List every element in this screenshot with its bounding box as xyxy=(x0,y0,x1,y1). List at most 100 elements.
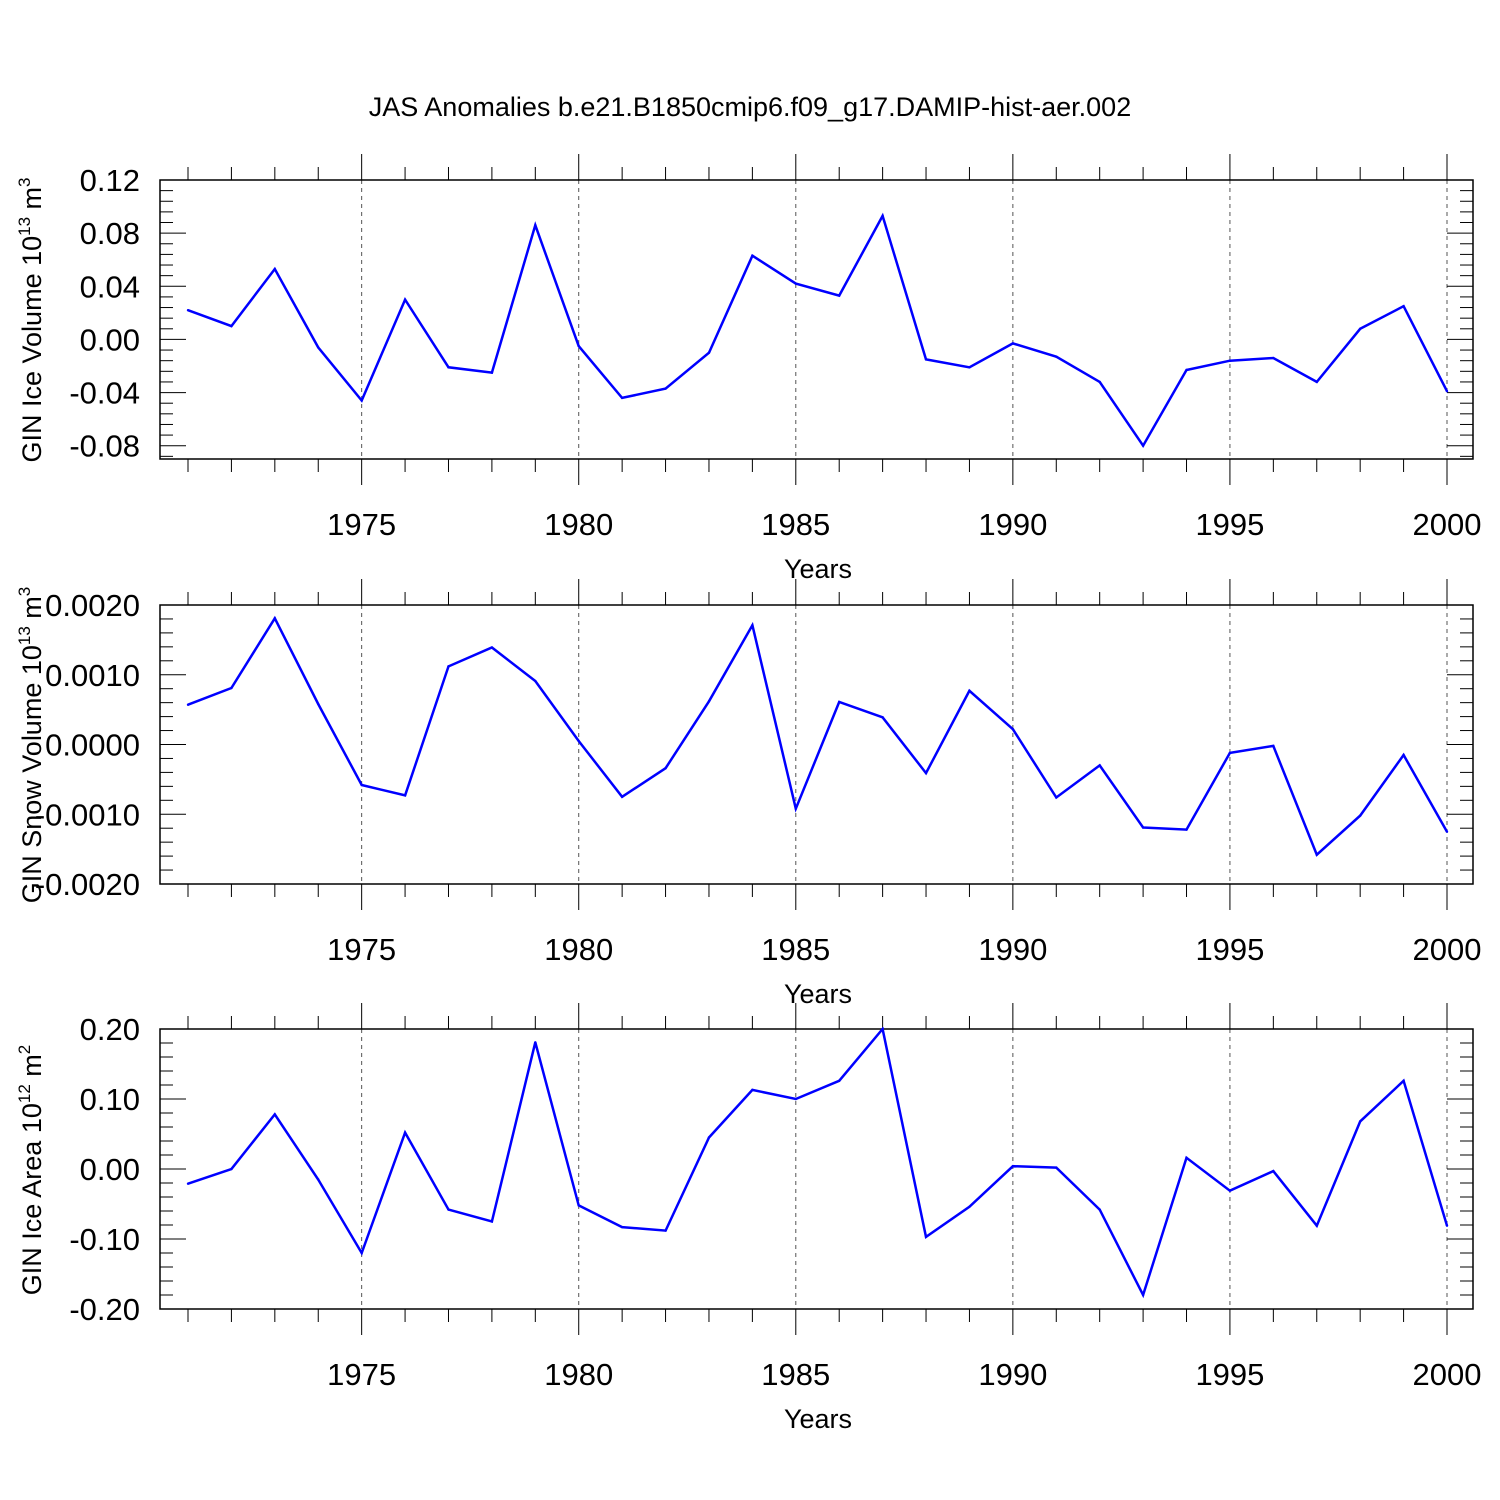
data-point xyxy=(1272,744,1275,748)
data-point xyxy=(1141,444,1145,447)
data-point xyxy=(664,767,667,770)
x-tick-label: 1975 xyxy=(327,507,396,542)
x-tick-label: 1995 xyxy=(1195,507,1264,542)
data-point xyxy=(186,1182,190,1185)
data-point xyxy=(1402,1079,1405,1083)
data-point xyxy=(577,1204,580,1207)
data-point xyxy=(273,1113,277,1116)
data-point xyxy=(1185,1156,1188,1160)
data-point xyxy=(1272,356,1275,360)
data-point xyxy=(968,689,971,692)
data-point xyxy=(1228,751,1232,755)
data-point xyxy=(360,1251,363,1255)
data-point xyxy=(230,1167,233,1171)
y-tick-label: 0.00 xyxy=(80,1152,140,1187)
data-point xyxy=(1445,830,1449,833)
data-point xyxy=(1011,1165,1015,1168)
data-point xyxy=(1228,359,1232,362)
data-point xyxy=(534,1041,537,1044)
data-point xyxy=(664,387,667,390)
data-point xyxy=(1228,1189,1232,1192)
data-point xyxy=(794,807,797,810)
data-point xyxy=(186,309,190,312)
x-tick-label: 1985 xyxy=(761,507,830,542)
data-point xyxy=(1185,368,1188,372)
y-axis-title: GIN Ice Volume 1013 m3 xyxy=(15,177,47,462)
data-point xyxy=(1098,1208,1101,1211)
data-point xyxy=(1358,814,1362,817)
data-point xyxy=(838,1079,841,1083)
y-tick-label: 0.12 xyxy=(80,163,140,198)
series-line xyxy=(187,212,1449,449)
data-point xyxy=(1445,1224,1449,1227)
data-point xyxy=(1098,764,1101,767)
data-point xyxy=(1055,1166,1058,1169)
y-tick-label: 0.00 xyxy=(80,322,140,357)
x-tick-label: 1995 xyxy=(1195,932,1264,967)
data-point xyxy=(794,1097,797,1101)
data-point xyxy=(620,1225,624,1229)
data-point xyxy=(577,739,580,743)
data-point xyxy=(403,794,407,797)
y-tick-label: -0.0010 xyxy=(35,797,140,832)
x-tick-label: 1980 xyxy=(544,1357,613,1392)
data-point xyxy=(360,783,363,787)
plot-frame xyxy=(159,604,1474,885)
x-tick-label: 1985 xyxy=(761,932,830,967)
x-axis-title: Years xyxy=(784,554,852,584)
data-point xyxy=(403,298,407,301)
y-axis-title: GIN Ice Area 1012 m2 xyxy=(15,1045,47,1296)
x-tick-label: 1980 xyxy=(544,507,613,542)
data-point xyxy=(1315,853,1318,856)
x-tick-label: 1995 xyxy=(1195,1357,1264,1392)
data-point xyxy=(317,1178,320,1181)
panel-1: 0.12 0.08 0.04 0.00 -0.04 -0.08 1975 1980 1985 19… xyxy=(15,154,1481,584)
data-point xyxy=(403,1131,407,1134)
series-line xyxy=(187,615,1449,857)
data-point xyxy=(1315,380,1318,384)
data-point xyxy=(707,351,711,354)
y-axis-title: GIN Snow Volume 1013 m3 xyxy=(15,587,47,904)
data-point xyxy=(534,679,537,683)
data-point xyxy=(490,371,494,374)
data-point xyxy=(968,366,971,369)
plot-frame xyxy=(159,179,1474,460)
x-tick-label: 1990 xyxy=(978,1357,1047,1392)
data-point xyxy=(1055,796,1058,799)
data-point xyxy=(620,795,624,799)
x-tick-label: 1990 xyxy=(978,507,1047,542)
x-tick-label: 2000 xyxy=(1413,507,1482,542)
data-point xyxy=(751,254,754,257)
y-tick-label: -0.0020 xyxy=(35,867,140,902)
data-point xyxy=(838,294,841,297)
data-point xyxy=(1358,327,1362,330)
x-tick-label: 1975 xyxy=(327,1357,396,1392)
data-point xyxy=(1011,342,1015,345)
x-tick-label: 1985 xyxy=(761,1357,830,1392)
panels: 0.12 0.08 0.04 0.00 -0.04 -0.08 1975 1980 1985 19… xyxy=(15,154,1481,1434)
data-point xyxy=(360,399,363,402)
x-axis-title: Years xyxy=(784,1404,852,1434)
data-point xyxy=(968,1205,971,1209)
y-tick-label: -0.10 xyxy=(69,1222,140,1257)
data-point xyxy=(1185,828,1188,831)
data-point xyxy=(1402,305,1405,308)
data-point xyxy=(881,716,884,719)
data-point xyxy=(620,396,624,400)
data-point xyxy=(577,344,580,348)
data-point xyxy=(924,358,928,361)
y-tick-label: 0.04 xyxy=(80,269,140,304)
data-point xyxy=(490,1220,494,1223)
data-point xyxy=(447,665,450,668)
data-point xyxy=(1055,355,1058,358)
data-point xyxy=(317,346,320,349)
y-tick-label: 0.0010 xyxy=(45,658,140,693)
panel-3: 0.20 0.10 0.00 -0.10 -0.20 1975 1980 1985 1990 19… xyxy=(15,1003,1481,1434)
panel-2: 0.0020 0.0010 0.0000 -0.0010 -0.0020 1975 1980… xyxy=(15,579,1481,1009)
x-tick-label: 2000 xyxy=(1413,932,1482,967)
x-tick-label: 2000 xyxy=(1413,1357,1482,1392)
y-tick-label: -0.04 xyxy=(69,376,140,411)
data-point xyxy=(230,324,233,328)
x-tick-label: 1990 xyxy=(978,932,1047,967)
